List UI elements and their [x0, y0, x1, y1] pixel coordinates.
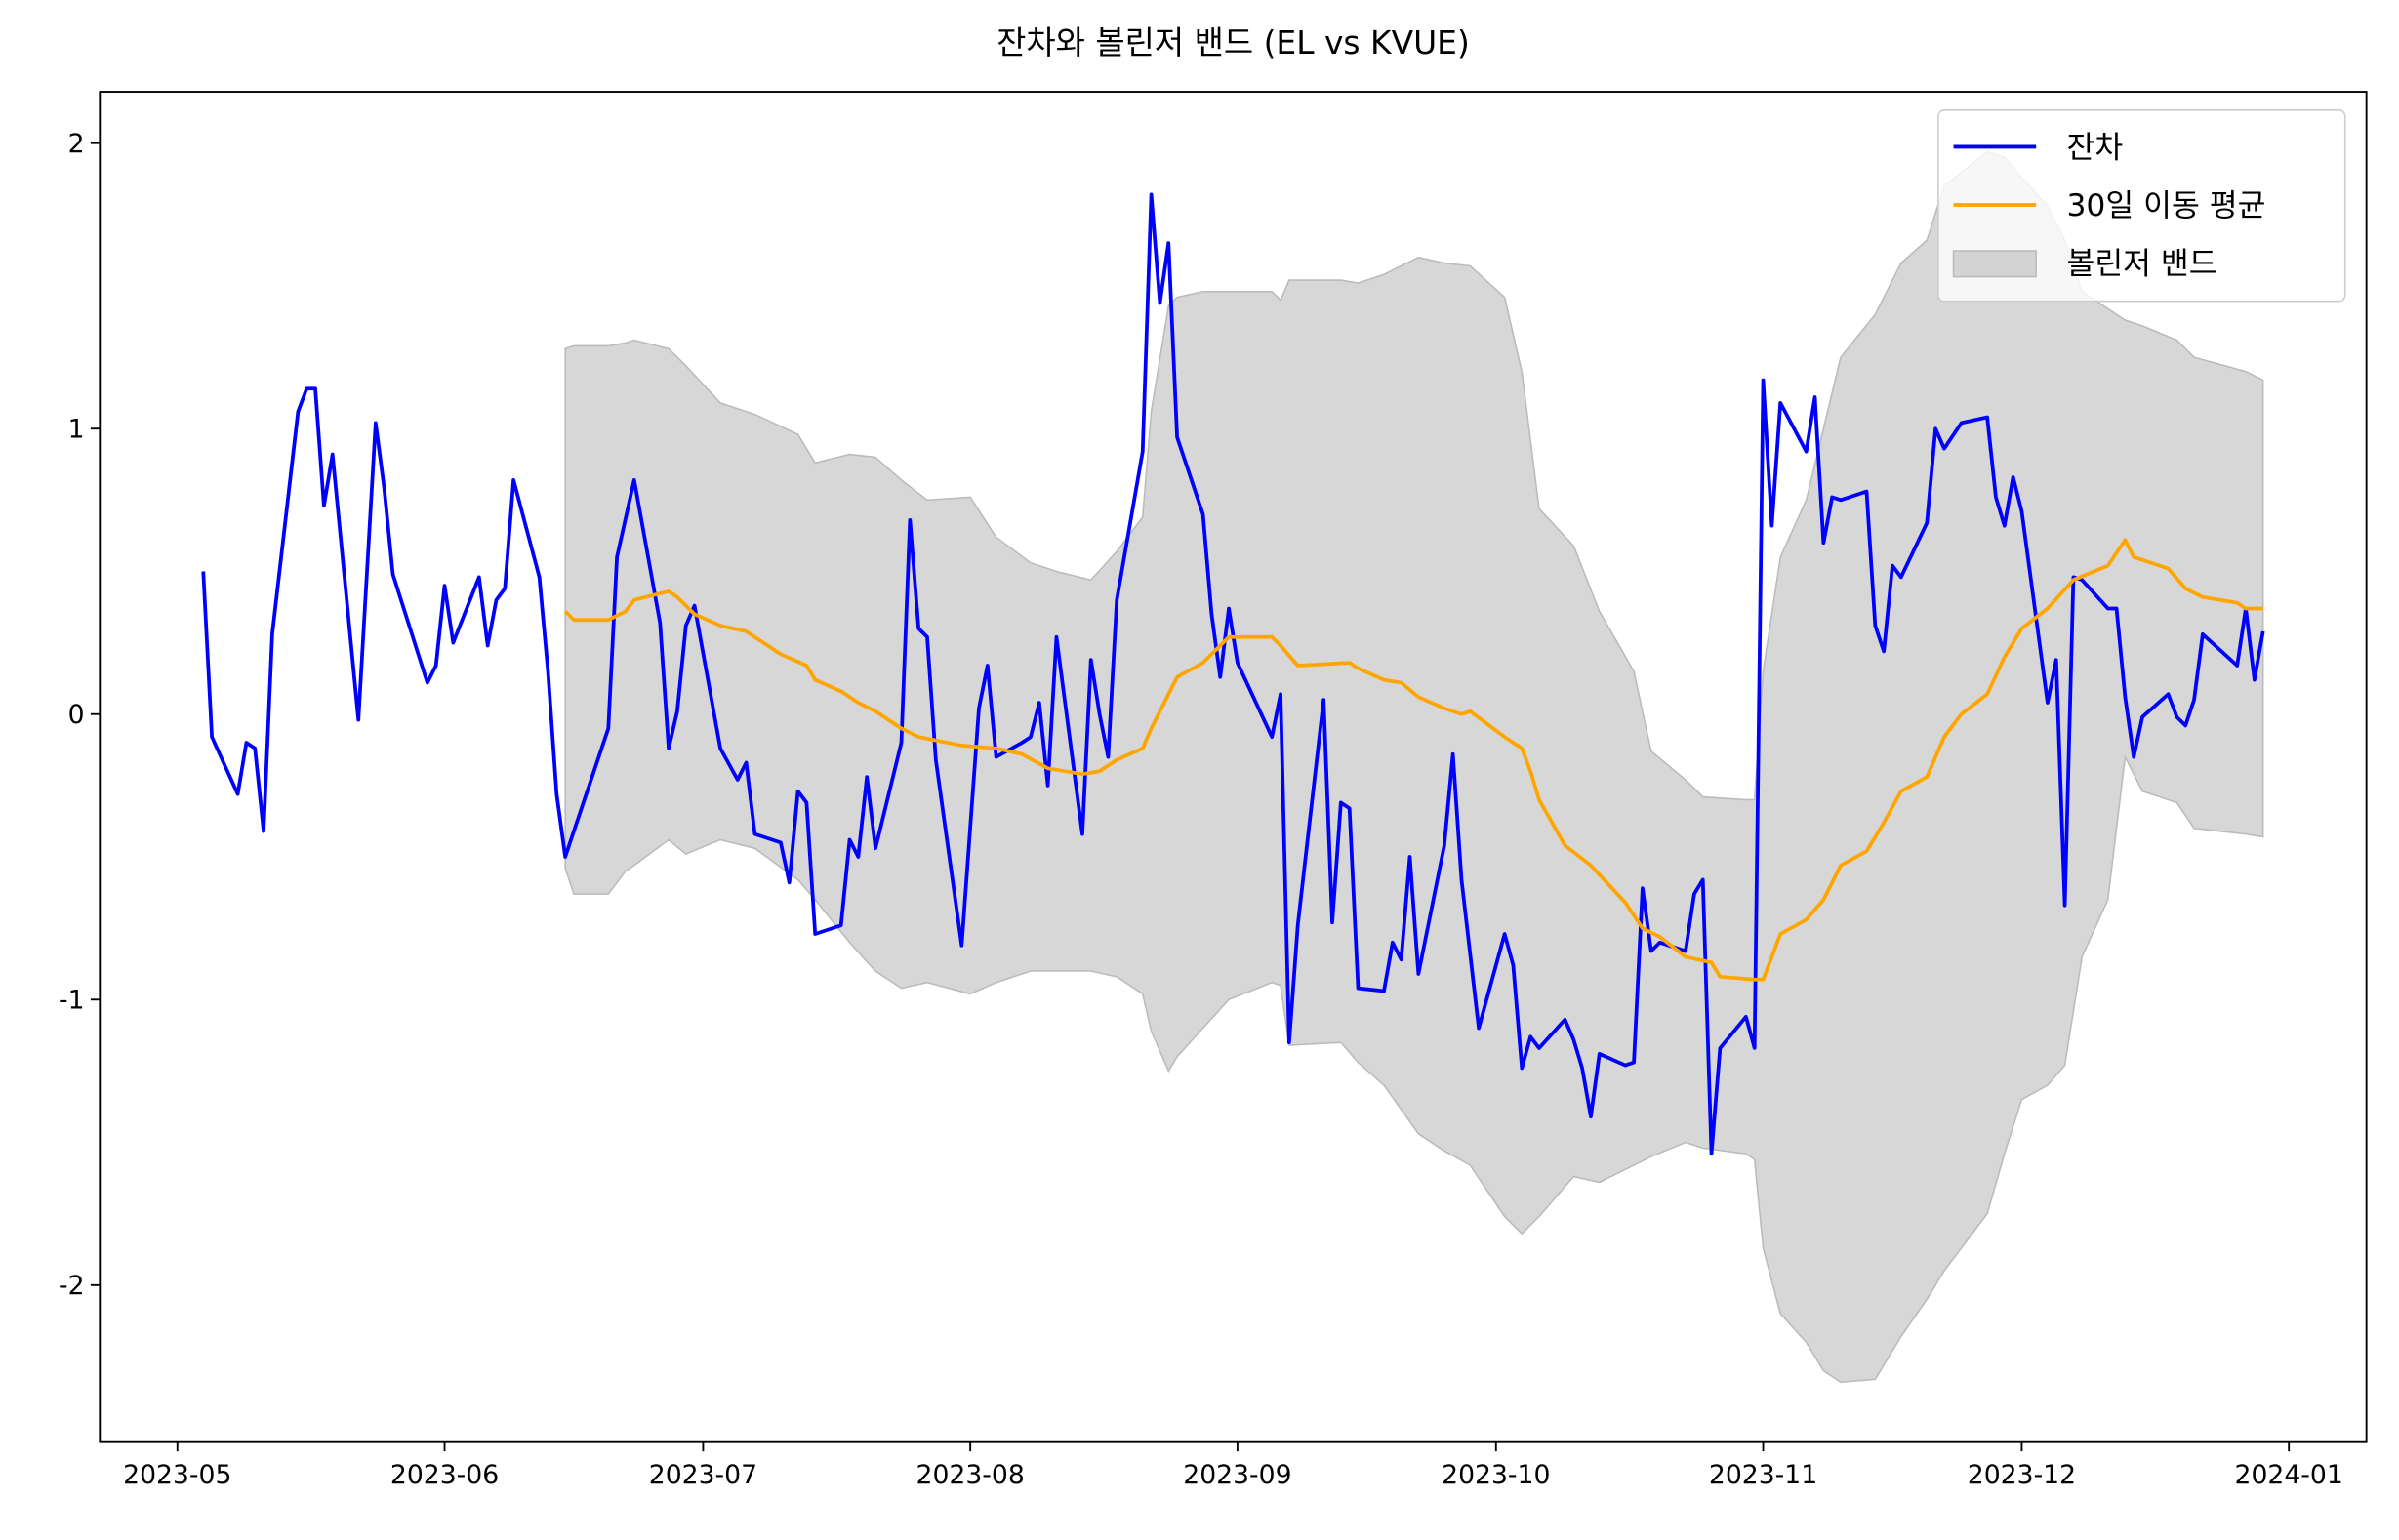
line-series [563, 538, 2263, 982]
chart-title: 잔차와 볼린저 밴드 (EL vs KVUE) [996, 23, 1470, 61]
legend-label: 볼린저 밴드 [2067, 246, 2217, 281]
plot-area [201, 150, 2265, 1384]
x-tick-label: 2023-09 [1183, 1460, 1291, 1490]
y-tick-label: 0 [68, 700, 85, 730]
bollinger-band [564, 150, 2264, 1384]
x-tick-label: 2023-11 [1709, 1460, 1817, 1490]
x-tick-label: 2023-08 [916, 1460, 1025, 1490]
x-tick-label: 2023-05 [123, 1460, 231, 1490]
y-tick-label: -1 [59, 986, 85, 1016]
x-tick-label: 2023-10 [1442, 1460, 1550, 1490]
y-tick-label: 2 [68, 129, 85, 159]
y-tick-label: -2 [59, 1271, 85, 1301]
axes-frame [99, 91, 2368, 1443]
legend-swatch [1952, 250, 2037, 278]
legend-box [1937, 109, 2346, 303]
y-tick-label: 1 [68, 415, 85, 445]
x-tick-label: 2024-01 [2235, 1460, 2343, 1490]
x-tick-label: 2023-12 [1968, 1460, 2076, 1490]
line-series [201, 192, 2265, 1156]
x-tick-label: 2023-06 [390, 1460, 499, 1490]
legend-label: 잔차 [2067, 130, 2124, 165]
x-tick-label: 2023-07 [649, 1460, 757, 1490]
legend-label: 30일 이동 평균 [2067, 188, 2266, 223]
